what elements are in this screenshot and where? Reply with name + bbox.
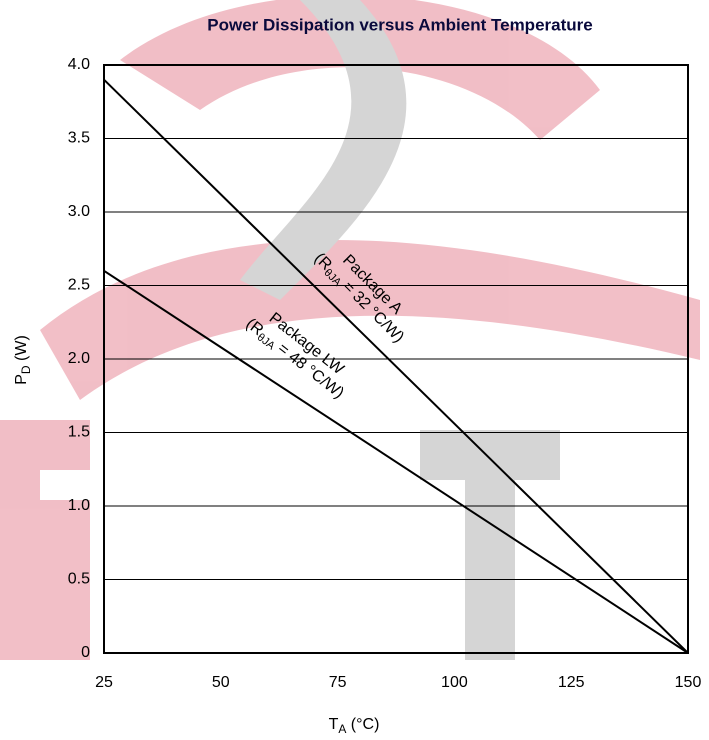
x-tick-label: 150 bbox=[675, 674, 702, 691]
label-part: T bbox=[329, 716, 339, 733]
watermark-shape bbox=[40, 240, 700, 400]
y-tick-label: 3.5 bbox=[68, 130, 90, 147]
x-tick-label: 100 bbox=[441, 674, 468, 691]
x-axis-label: TA (°C) bbox=[329, 716, 380, 736]
chart-title: Power Dissipation versus Ambient Tempera… bbox=[207, 15, 592, 34]
y-axis-label: PD (W) bbox=[13, 335, 33, 385]
y-tick-label: 3.0 bbox=[68, 203, 90, 220]
plot-frame bbox=[103, 64, 689, 654]
y-tick-label: 4.0 bbox=[68, 56, 90, 73]
series-line bbox=[103, 78, 689, 654]
x-tick-label: 75 bbox=[329, 674, 347, 691]
y-tick-label: 0 bbox=[81, 644, 90, 661]
watermark-shape bbox=[240, 0, 407, 300]
series-line bbox=[103, 269, 689, 654]
x-tick-label: 125 bbox=[558, 674, 585, 691]
note-part: (R bbox=[242, 315, 266, 339]
x-tick-label: 50 bbox=[212, 674, 230, 691]
x-tick-label: 25 bbox=[95, 674, 113, 691]
label-part: (°C) bbox=[346, 716, 379, 733]
y-tick-label: 2.0 bbox=[68, 350, 90, 367]
label-sub: A bbox=[338, 722, 346, 736]
label-part: P bbox=[13, 374, 30, 385]
watermark-shape bbox=[420, 430, 560, 660]
label-sub: D bbox=[19, 365, 33, 374]
y-tick-label: 1.5 bbox=[68, 424, 90, 441]
y-tick-label: 1.0 bbox=[68, 497, 90, 514]
y-tick-label: 0.5 bbox=[68, 571, 90, 588]
watermark-shape bbox=[0, 420, 90, 660]
watermark-shape bbox=[120, 0, 600, 140]
y-tick-label: 2.5 bbox=[68, 277, 90, 294]
label-part: (W) bbox=[13, 335, 30, 365]
watermark bbox=[0, 0, 700, 660]
